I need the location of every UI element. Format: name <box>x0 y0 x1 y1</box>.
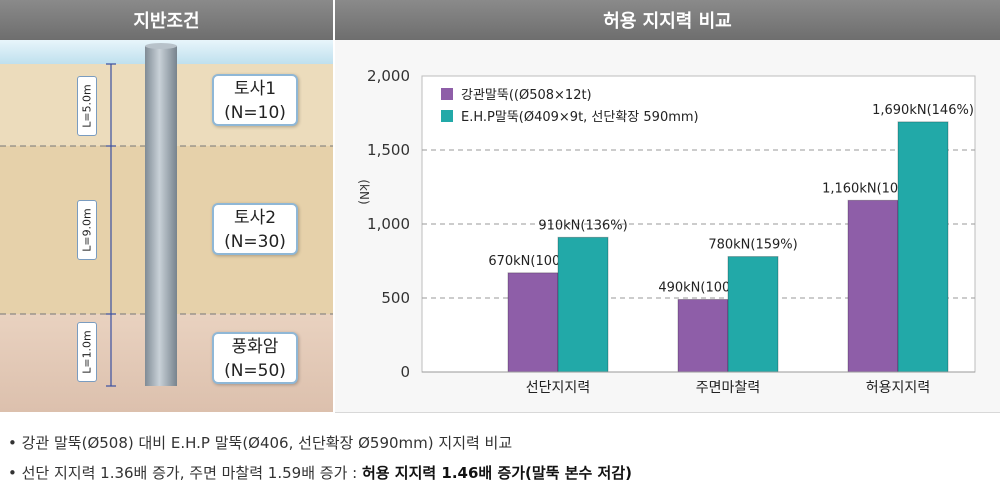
data-label: 780kN(159%) <box>708 238 797 253</box>
length-label-soil2: L=9.0m <box>77 200 97 260</box>
data-label: 910kN(136%) <box>538 218 627 233</box>
x-tick-label: 주면마찰력 <box>696 380 760 396</box>
bar-2-1 <box>557 236 609 373</box>
data-label: 670kN(100%) <box>488 254 577 269</box>
bar-1-1 <box>507 272 559 373</box>
bar-1-3 <box>847 199 899 373</box>
data-label: 490kN(100%) <box>658 280 747 295</box>
note-line-1: • 강관 말뚝(Ø508) 대비 E.H.P 말뚝(Ø406, 선단확장 Ø59… <box>8 434 513 452</box>
length-label-rock: L=1.0m <box>77 322 97 382</box>
y-tick-label: 0 <box>400 363 410 381</box>
y-tick-label: 1,000 <box>367 215 410 233</box>
y-tick-label: 500 <box>381 289 410 307</box>
length-label-soil1: L=5.0m <box>77 76 97 136</box>
soil-label-rock: 풍화암 (N=50) <box>212 332 298 384</box>
y-tick-label: 2,000 <box>367 67 410 85</box>
ground-profile: L=5.0m L=9.0m L=1.0m 토사1 (N=10) 토사2 (N=30)… <box>0 40 333 412</box>
legend-label-1: 강관말뚝((Ø508×12t) <box>461 88 592 103</box>
bearing-capacity-header: 허용 지지력 비교 <box>335 0 1000 40</box>
bearing-capacity-chart: 0 500 1,000 1,500 2,000 (kN) 670kN(100%) 910kN(… <box>335 40 1000 413</box>
bar-1-2 <box>677 298 729 373</box>
x-tick-label: 선단지지력 <box>526 380 590 396</box>
x-tick-label: 허용지지력 <box>866 380 930 396</box>
soil-label-1: 토사1 (N=10) <box>212 74 298 126</box>
legend-swatch-2 <box>441 110 453 122</box>
soil-label-2: 토사2 (N=30) <box>212 203 298 255</box>
data-label: 1,690kN(146%) <box>872 103 974 118</box>
bar-chart-svg: 0 500 1,000 1,500 2,000 (kN) 670kN(100%) 910kN(… <box>357 67 976 396</box>
bar-2-2 <box>727 256 779 373</box>
ground-condition-header: 지반조건 <box>0 0 333 40</box>
legend-label-2: E.H.P말뚝(Ø409×9t, 선단확장 590mm) <box>461 110 699 125</box>
y-axis-label: (kN) <box>357 179 371 204</box>
bar-2-3 <box>897 121 949 373</box>
note-line-2: • 선단 지지력 1.36배 증가, 주면 마찰력 1.59배 증가 : 허용 … <box>8 464 633 482</box>
y-tick-label: 1,500 <box>367 141 410 159</box>
legend-swatch-1 <box>441 88 453 100</box>
notes: • 강관 말뚝(Ø508) 대비 E.H.P 말뚝(Ø406, 선단확장 Ø59… <box>8 428 632 488</box>
pile-shape <box>145 46 177 386</box>
